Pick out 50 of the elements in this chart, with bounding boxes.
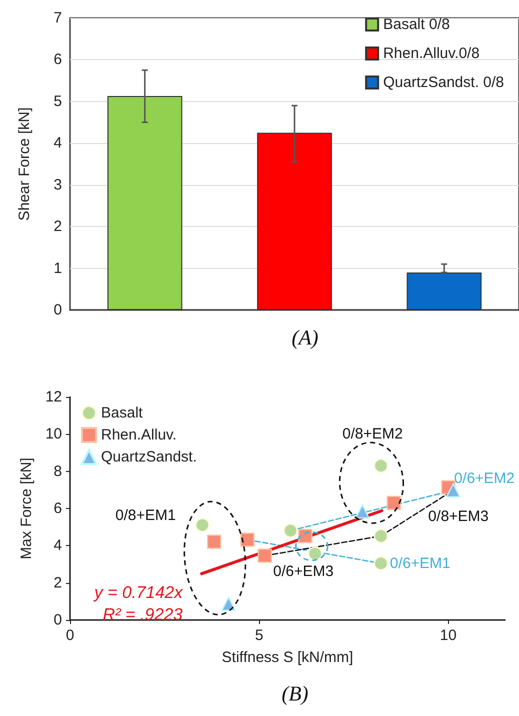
point xyxy=(298,528,312,544)
legend-label: Basalt xyxy=(101,404,144,422)
legend-label: Rhen.Alluv.0/8 xyxy=(383,45,480,62)
annotation: 0/6+EM3 xyxy=(273,562,334,580)
y-axis-title: Max Force [kN] xyxy=(18,458,35,560)
series-label: 0/8+EM3 xyxy=(428,508,489,525)
point xyxy=(374,458,388,473)
point xyxy=(308,546,322,561)
y-tick-label: 4 xyxy=(54,537,62,554)
x-tick-label: 5 xyxy=(254,627,264,644)
y-tick-label: 1 xyxy=(54,260,62,277)
annotation: 0/8+EM2 xyxy=(342,426,403,443)
point xyxy=(446,483,460,498)
annotation: 0/8+EM1 xyxy=(115,506,176,524)
point xyxy=(207,534,222,549)
y-tick-label: 10 xyxy=(45,426,62,443)
legend-label: Basalt 0/8 xyxy=(383,16,450,33)
y-tick-label: 6 xyxy=(54,51,62,68)
x-tick-label: 0 xyxy=(66,627,74,644)
y-tick-label: 6 xyxy=(54,500,62,517)
point xyxy=(355,504,370,519)
y-axis-title: Shear Force [kN] xyxy=(16,107,33,221)
y-tick-label: 3 xyxy=(54,176,62,194)
point xyxy=(240,532,255,547)
series-label: 0/6+EM2 xyxy=(454,470,515,487)
point xyxy=(221,596,236,611)
y-tick-label: 5 xyxy=(54,92,62,110)
text: (B) xyxy=(282,682,308,706)
y-tick-label: 0 xyxy=(54,612,62,628)
point xyxy=(283,524,298,538)
series-label: y = 0.7142x R² = .9223 xyxy=(93,583,184,624)
legend-label: QuartzSandst. 0/8 xyxy=(383,74,504,91)
x-axis-title: Stiffness S [kN/mm] xyxy=(222,649,354,666)
y-tick-label: 2 xyxy=(54,218,62,236)
y-tick-label: 7 xyxy=(54,10,62,26)
point xyxy=(195,518,210,532)
point xyxy=(386,496,401,510)
y-tick-label: 0 xyxy=(54,302,62,318)
series-label: 0/6+EM1 xyxy=(390,554,450,572)
point xyxy=(374,528,388,544)
x-tick-label: 10 xyxy=(440,627,457,644)
text: (A) xyxy=(292,326,318,350)
legend-label: Rhen.Alluv. xyxy=(101,426,177,444)
y-tick-label: 2 xyxy=(54,574,62,592)
y-tick-label: 12 xyxy=(45,388,62,406)
point xyxy=(258,548,272,563)
legend-label: QuartzSandst. xyxy=(101,448,197,466)
y-tick-label: 8 xyxy=(54,462,62,480)
point xyxy=(374,556,388,570)
y-tick-label: 4 xyxy=(54,134,62,152)
